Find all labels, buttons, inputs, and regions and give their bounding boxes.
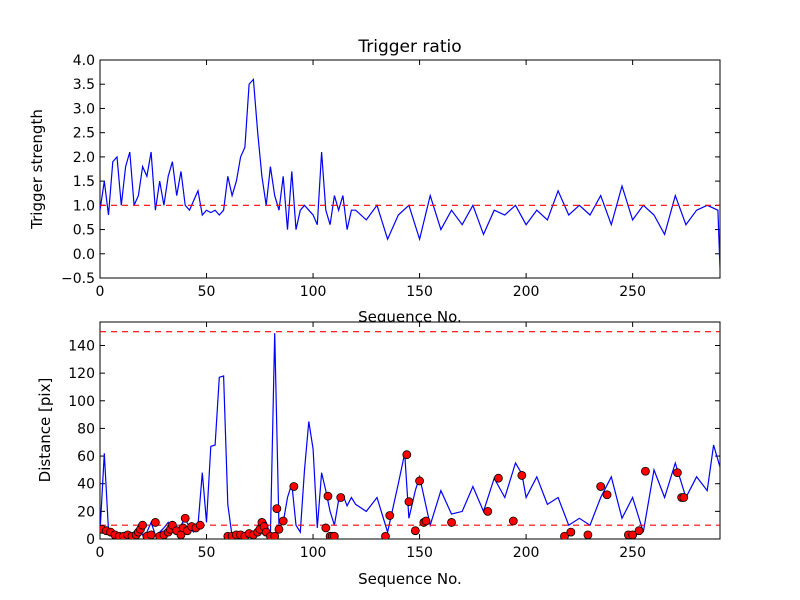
y-tick-label: 3.0 xyxy=(73,101,95,117)
x-tick-label: 150 xyxy=(406,545,433,561)
data-point-marker xyxy=(596,482,606,491)
x-tick-label: 0 xyxy=(96,545,105,561)
data-point-marker xyxy=(421,516,431,526)
data-point-marker xyxy=(410,526,420,536)
data-point-marker xyxy=(602,490,612,500)
y-tick-label: 4.0 xyxy=(73,53,95,69)
plot-area-frame xyxy=(99,321,721,540)
x-tick-label: 150 xyxy=(406,284,433,300)
y-tick-label: 80 xyxy=(77,421,95,437)
data-point-marker xyxy=(336,493,346,502)
series-line xyxy=(100,77,720,269)
data-point-marker xyxy=(641,466,650,476)
y-tick-label: 0 xyxy=(86,532,95,548)
axis-ticks: 0 50 100 150 200 250 −0.5 0.0 0.5 1.0 1.5 2.0 2.5 3.0… xyxy=(61,53,720,300)
data-point-marker xyxy=(415,476,424,486)
x-tick-label: 200 xyxy=(513,284,540,300)
axis-ticks: 0 50 100 150 200 250 0 20 40 60 80 100 120 140 xyxy=(68,322,720,561)
data-point-marker xyxy=(321,523,331,533)
data-point-marker xyxy=(628,530,638,539)
data-point-marker xyxy=(150,518,160,527)
data-point-marker xyxy=(404,497,414,507)
x-tick-label: 50 xyxy=(198,545,216,561)
data-point-marker xyxy=(483,506,493,516)
data-point-marker xyxy=(447,518,456,527)
data-point-marker xyxy=(672,468,682,478)
data-point-marker xyxy=(508,516,518,526)
data-point-marker xyxy=(195,520,205,530)
y-tick-label: −0.5 xyxy=(61,271,95,287)
data-point-marker xyxy=(566,527,576,537)
trigger-ratio-chart: 0 50 100 150 200 250 −0.5 0.0 0.5 1.0 1.5 2.0 2.5 3.0… xyxy=(28,37,721,326)
data-point-marker xyxy=(494,473,503,483)
y-tick-label: 40 xyxy=(77,477,95,493)
data-point-marker xyxy=(272,504,282,513)
plot-area-frame xyxy=(99,59,721,279)
data-point-marker xyxy=(146,530,156,539)
data-point-marker xyxy=(329,531,339,539)
y-axis-label: Trigger strength xyxy=(28,109,46,230)
y-tick-label: 1.0 xyxy=(73,198,95,214)
y-tick-label: 0.0 xyxy=(73,247,95,263)
data-point-marker xyxy=(278,516,288,526)
x-tick-label: 200 xyxy=(513,545,540,561)
distance-chart: 0 50 100 150 200 250 0 20 40 60 80 100 120 140 Sequen… xyxy=(36,321,721,588)
y-tick-label: 0.5 xyxy=(73,223,95,239)
y-tick-label: 120 xyxy=(68,366,95,382)
data-point-marker xyxy=(323,491,333,501)
x-tick-label: 0 xyxy=(96,284,105,300)
series-group xyxy=(100,77,720,269)
data-point-marker xyxy=(560,531,569,539)
data-point-marker xyxy=(583,530,593,539)
data-point-marker xyxy=(634,526,644,536)
y-tick-label: 140 xyxy=(68,338,95,354)
data-point-marker xyxy=(381,531,390,539)
data-point-marker xyxy=(402,450,412,460)
data-point-marker xyxy=(679,493,689,502)
x-tick-label: 100 xyxy=(300,545,327,561)
data-point-marker xyxy=(289,482,299,491)
x-tick-label: 50 xyxy=(198,284,216,300)
y-tick-label: 20 xyxy=(77,504,95,520)
y-tick-label: 60 xyxy=(77,449,95,465)
y-axis-label: Distance [pix] xyxy=(36,378,54,483)
chart-title: Trigger ratio xyxy=(357,37,461,57)
x-tick-label: 250 xyxy=(619,545,646,561)
x-axis-label: Sequence No. xyxy=(358,570,462,588)
series-group xyxy=(100,331,720,539)
data-point-marker xyxy=(385,511,395,520)
data-point-marker xyxy=(274,524,284,534)
y-tick-label: 100 xyxy=(68,394,95,410)
x-tick-label: 100 xyxy=(300,284,327,300)
data-point-marker xyxy=(180,513,190,523)
y-tick-label: 2.0 xyxy=(73,150,95,166)
data-point-marker xyxy=(517,471,527,480)
data-point-marker xyxy=(138,520,148,530)
data-point-marker xyxy=(270,531,280,539)
x-tick-label: 250 xyxy=(619,284,646,300)
y-tick-label: 1.5 xyxy=(73,174,95,190)
y-tick-label: 3.5 xyxy=(73,77,95,93)
y-tick-label: 2.5 xyxy=(73,126,95,142)
